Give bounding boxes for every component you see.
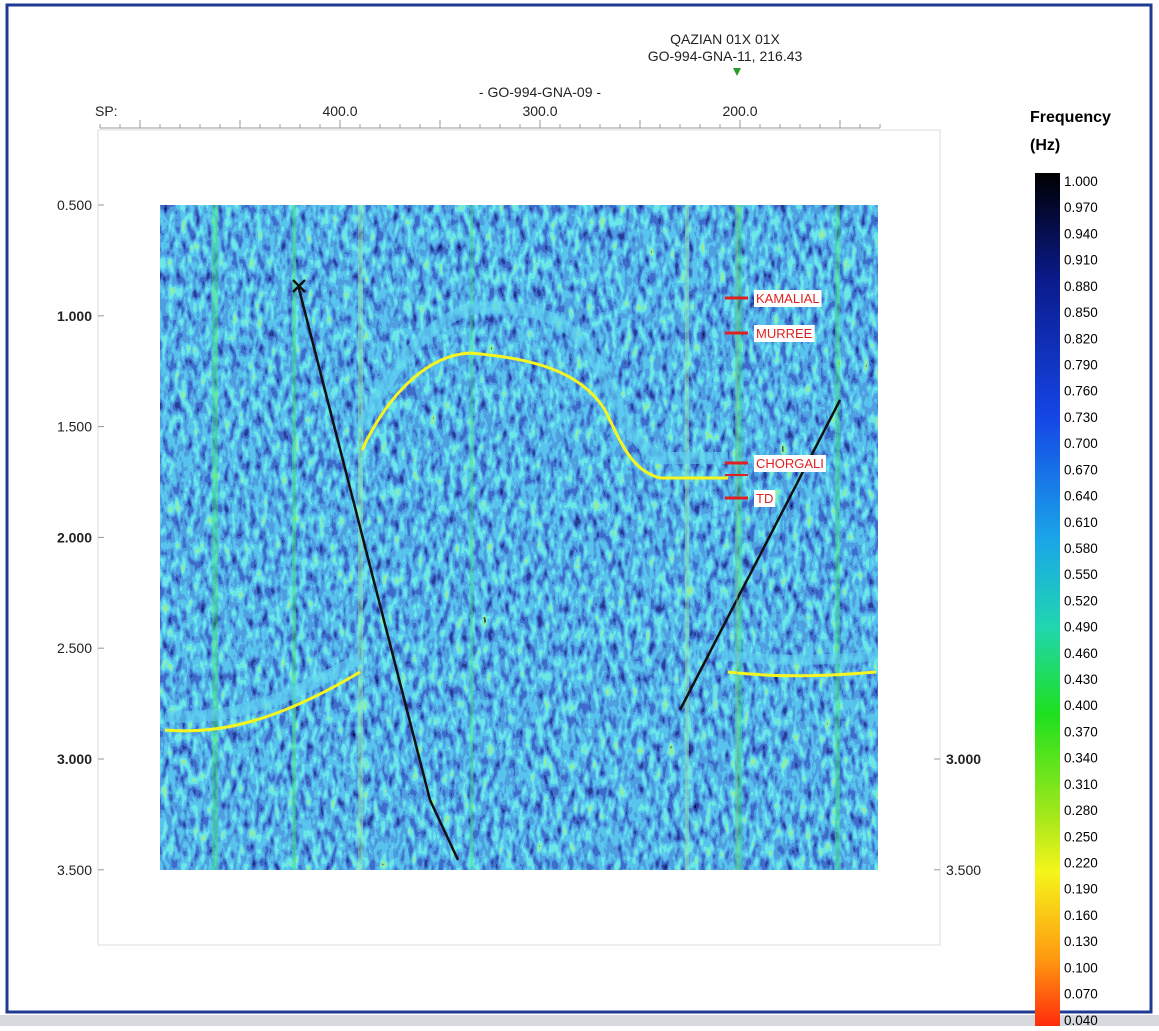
time-tick-label: 2.000 [57, 529, 92, 545]
colorbar-label: 0.760 [1064, 384, 1098, 399]
colorbar-label: 0.310 [1064, 777, 1098, 792]
colorbar-label: 0.430 [1064, 672, 1098, 687]
labels: QAZIAN 01X 01X GO-994-GNA-11, 216.43 - G… [95, 31, 1111, 154]
colorbar-label: 0.790 [1064, 357, 1098, 372]
trace-stripes [212, 205, 840, 870]
colorbar-label: 0.040 [1064, 1013, 1098, 1026]
marker-label: MURREE [756, 326, 813, 341]
time-tick-label: 2.500 [57, 640, 92, 656]
colorbar-label: 0.700 [1064, 436, 1098, 451]
window-frame [5, 3, 1153, 1014]
colorbar-title: (Hz) [1030, 137, 1060, 154]
colorbar-title: Frequency [1030, 109, 1111, 126]
seismic-image [160, 205, 878, 870]
time-tick-label: 0.500 [57, 197, 92, 213]
time-tick-label: 3.500 [57, 862, 92, 878]
sp-label: SP: [95, 103, 118, 119]
colorbar-label: 0.730 [1064, 410, 1098, 425]
marker-label: TD [756, 491, 773, 506]
marker-label: CHORGALI [756, 456, 824, 471]
time-tick-label: 3.000 [946, 751, 981, 767]
sp-tick-label: 200.0 [722, 103, 757, 119]
colorbar-label: 0.130 [1064, 934, 1098, 949]
well-label: GO-994-GNA-11, 216.43 [648, 48, 803, 64]
sp-ruler [99, 120, 881, 129]
colorbar-label: 0.190 [1064, 882, 1098, 897]
time-tick-label: 1.500 [57, 419, 92, 435]
status-strip [0, 1015, 1159, 1026]
colorbar-label: 0.970 [1064, 200, 1098, 215]
colorbar-label: 1.000 [1064, 174, 1098, 189]
colorbar-label: 0.670 [1064, 462, 1098, 477]
colorbar-label: 0.370 [1064, 724, 1098, 739]
marker-box [754, 290, 822, 307]
time-tick-label: 3.500 [946, 862, 981, 878]
colorbar-label: 0.070 [1064, 987, 1098, 1002]
colorbar-label: 0.880 [1064, 279, 1098, 294]
colorbar-label: 0.160 [1064, 908, 1098, 923]
colorbar-label: 0.340 [1064, 751, 1098, 766]
sp-tick-label: 400.0 [322, 103, 357, 119]
well-top-label: QAZIAN 01X 01X [670, 31, 780, 47]
colorbar-label: 0.460 [1064, 646, 1098, 661]
colorbar [1035, 173, 1060, 1031]
colorbar-label: 0.100 [1064, 960, 1098, 975]
colorbar-label: 0.850 [1064, 305, 1098, 320]
colorbar-label: 0.400 [1064, 698, 1098, 713]
marker-box [754, 325, 815, 342]
time-tick-label: 3.000 [57, 751, 92, 767]
colorbar-label: 0.490 [1064, 620, 1098, 635]
colorbar-label: 0.940 [1064, 226, 1098, 241]
marker-box [754, 490, 776, 507]
colorbar-label: 0.580 [1064, 541, 1098, 556]
sp-tick-label: 300.0 [522, 103, 557, 119]
colorbar-label: 0.250 [1064, 829, 1098, 844]
marker-label: KAMALIAL [756, 291, 820, 306]
horizons [164, 301, 877, 733]
marker-box [754, 455, 826, 472]
colorbar-label: 0.550 [1064, 567, 1098, 582]
colorbar-label: 0.520 [1064, 593, 1098, 608]
colorbar-label: 0.280 [1064, 803, 1098, 818]
colorbar-label: 0.820 [1064, 331, 1098, 346]
colorbar-label: 0.220 [1064, 856, 1098, 871]
colorbar-label: 0.640 [1064, 489, 1098, 504]
colorbar-label: 0.910 [1064, 253, 1098, 268]
colorbar-label: 0.610 [1064, 515, 1098, 530]
time-tick-label: 1.000 [57, 308, 92, 324]
line-label: - GO-994-GNA-09 - [479, 84, 601, 100]
faults [292, 279, 842, 861]
well-markers: KAMALIAL MURREE CHORGALI TD [725, 68, 826, 870]
